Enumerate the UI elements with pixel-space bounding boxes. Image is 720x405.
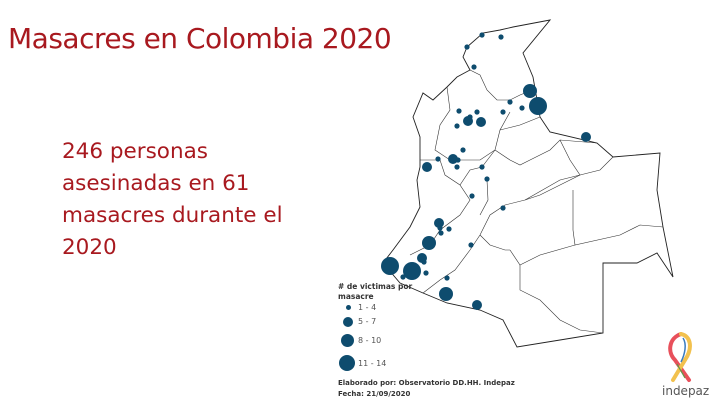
legend-label: 11 - 14 [358,359,387,368]
massacre-marker [472,300,482,310]
massacre-marker [479,32,485,38]
massacre-marker [434,218,444,228]
massacre-marker [479,164,485,170]
massacre-marker [446,226,452,232]
massacre-marker [439,287,453,301]
legend-item: 11 - 14 [338,355,418,375]
massacre-marker [464,44,470,50]
map-credits: Elaborado por: Observatorio DD.HH. Indep… [338,378,515,400]
legend-item: 8 - 10 [338,333,418,353]
massacre-marker [455,157,461,163]
legend-marker-large [341,334,354,347]
massacre-marker [581,132,591,142]
summary-line: asesinadas en 61 [62,171,250,196]
massacre-marker [456,108,462,114]
massacre-marker [519,105,525,111]
massacre-markers [381,32,591,310]
legend-label: 1 - 4 [358,303,377,312]
massacre-marker [468,242,474,248]
colombia-outline [382,19,674,348]
massacre-marker [381,257,399,275]
massacre-marker [435,156,441,162]
legend-title: masacre [338,292,374,301]
massacre-marker [444,275,450,281]
massacre-marker [500,205,506,211]
massacre-marker [448,154,458,164]
massacre-marker [476,117,486,127]
massacre-marker [500,109,506,115]
map-legend: # de victimas por masacre 1 - 4 5 - 7 8 … [338,282,413,371]
massacre-marker [437,225,443,231]
massacre-marker [484,176,490,182]
massacre-marker [454,164,460,170]
legend-item: 1 - 4 [338,303,418,323]
credit-text: Elaborado por: Observatorio DD.HH. Indep… [338,379,515,387]
indepaz-logo: indepaz [655,330,715,400]
legend-marker-xlarge [339,355,355,371]
summary-line: 2020 [62,235,117,260]
massacre-marker [507,99,513,105]
legend-marker-small [346,305,351,310]
massacre-marker [454,123,460,129]
summary-line: masacres durante el [62,203,283,228]
summary-line: 246 personas [62,139,208,164]
slide-title: Masacres en Colombia 2020 [8,22,392,55]
massacre-marker [438,230,444,236]
massacre-marker [460,147,466,153]
massacre-marker [422,236,436,250]
ribbon-icon [668,332,692,382]
legend-title: # de victimas por [338,282,413,291]
massacre-marker [469,193,475,199]
legend-item: 5 - 7 [338,316,418,336]
massacre-marker [474,109,480,115]
massacre-marker [403,262,421,280]
massacre-marker [421,259,427,265]
massacre-marker [523,84,537,98]
date-text: Fecha: 21/09/2020 [338,390,411,398]
massacre-marker [463,116,473,126]
summary-text: 246 personas asesinadas en 61 masacres d… [62,136,283,264]
massacre-marker [423,270,429,276]
massacre-marker [498,34,504,40]
legend-label: 5 - 7 [358,317,377,326]
massacre-marker [400,274,406,280]
legend-label: 8 - 10 [358,336,382,345]
massacre-marker [529,97,547,115]
massacre-marker [422,162,432,172]
massacre-marker [471,64,477,70]
legend-marker-medium [343,317,353,327]
logo-text: indepaz [662,384,710,398]
